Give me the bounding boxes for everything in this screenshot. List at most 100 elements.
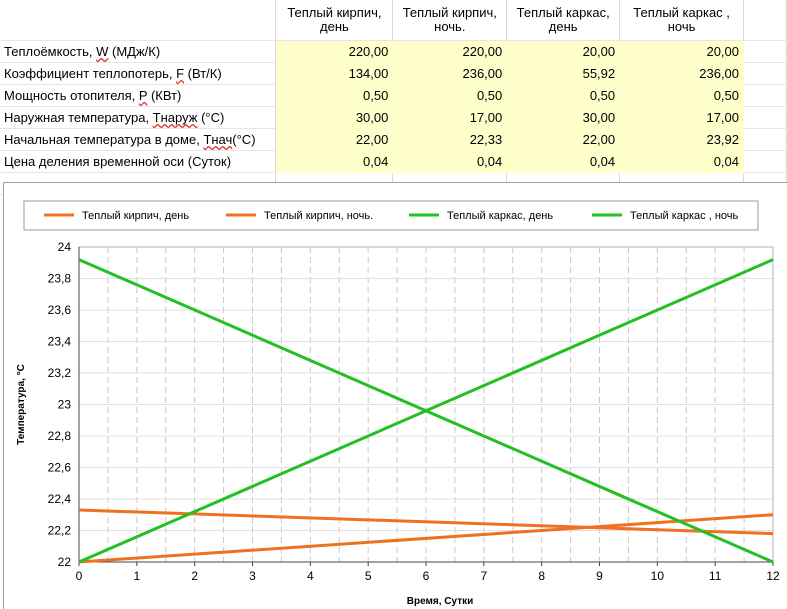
value-cell[interactable]: 22,33 [392, 128, 508, 151]
value-cell[interactable]: 0,50 [275, 84, 394, 107]
row-label[interactable]: Теплоёмкость, W (МДж/К) [0, 40, 277, 63]
empty-cell[interactable] [743, 40, 787, 63]
x-tick-label: 8 [538, 569, 545, 583]
x-axis-title: Время, Сутки [407, 596, 474, 607]
row-label[interactable]: Начальная температура в доме, Тнач(°С) [0, 128, 277, 151]
value-cell[interactable]: 0,04 [392, 150, 508, 173]
row-label-symbol: W [96, 44, 109, 59]
value-cell[interactable]: 0,50 [392, 84, 508, 107]
row-label-text: Начальная температура в доме, [4, 132, 204, 147]
value-cell[interactable]: 55,92 [506, 62, 621, 85]
legend-label: Теплый каркас , ночь [630, 210, 739, 222]
x-tick-label: 3 [249, 569, 256, 583]
x-tick-label: 6 [423, 569, 430, 583]
table-row: Наружная температура, Тнаруж (°С) 30,00 17… [0, 106, 787, 129]
value-cell[interactable]: 220,00 [392, 40, 508, 63]
column-header[interactable]: Теплый каркас , ночь [619, 0, 745, 41]
row-label-text: Коэффициент теплопотерь, [4, 66, 177, 81]
row-label-text: Мощность отопителя, [4, 88, 139, 103]
table-row: Начальная температура в доме, Тнач(°С) 22… [0, 128, 787, 151]
row-label-symbol: Тнаруж [152, 110, 198, 125]
x-tick-label: 4 [307, 569, 314, 583]
table-row: Мощность отопителя, P (КВт) 0,50 0,50 0,50 0… [0, 84, 787, 107]
value-cell[interactable]: 134,00 [275, 62, 394, 85]
table-row: Коэффициент теплопотерь, F (Вт/К) 134,00 2… [0, 62, 787, 85]
row-label-unit: (°С) [232, 132, 256, 147]
value-cell[interactable]: 17,00 [619, 106, 745, 129]
y-tick-label: 22,4 [48, 492, 72, 506]
y-tick-label: 23,8 [48, 272, 72, 286]
column-header[interactable]: Теплый кирпич, день [275, 0, 394, 41]
row-label-unit: (Вт/К) [184, 66, 222, 81]
temperature-chart: Теплый кирпич, день Теплый кирпич, ночь. Т… [3, 182, 787, 609]
header-blank-cell[interactable] [0, 0, 277, 41]
row-label-text: Наружная температура, [4, 110, 153, 125]
value-cell[interactable]: 0,50 [506, 84, 621, 107]
value-cell[interactable]: 220,00 [275, 40, 394, 63]
legend-label: Теплый кирпич, день [82, 210, 189, 222]
x-tick-label: 12 [766, 569, 780, 583]
table-row: Цена деления временной оси (Суток) 0,04 0,… [0, 150, 787, 173]
x-tick-label: 11 [709, 569, 722, 583]
parameters-table: Теплый кирпич, день Теплый кирпич, ночь. Теп… [0, 0, 787, 195]
empty-cell[interactable] [743, 84, 787, 107]
y-tick-label: 24 [58, 240, 72, 254]
y-tick-label: 22,8 [48, 429, 72, 443]
row-label-unit: (КВт) [147, 88, 182, 103]
x-tick-label: 5 [365, 569, 372, 583]
x-tick-label: 0 [76, 569, 83, 583]
x-tick-label: 10 [651, 569, 665, 583]
row-label[interactable]: Наружная температура, Тнаруж (°С) [0, 106, 277, 129]
series-line [78, 508, 774, 536]
value-cell[interactable]: 20,00 [619, 40, 745, 63]
row-label-symbol: P [138, 88, 148, 103]
value-cell[interactable]: 30,00 [506, 106, 621, 129]
legend-box [23, 200, 759, 231]
value-cell[interactable]: 236,00 [392, 62, 508, 85]
x-tick-label: 7 [480, 569, 487, 583]
y-tick-label: 23,4 [48, 335, 72, 349]
y-tick-label: 23,2 [48, 366, 72, 380]
legend-label: Теплый каркас, день [447, 210, 553, 222]
empty-cell[interactable] [743, 106, 787, 129]
value-cell[interactable]: 0,04 [506, 150, 621, 173]
column-header[interactable]: Теплый каркас, день [506, 0, 621, 41]
value-cell[interactable]: 22,00 [506, 128, 621, 151]
series-line [78, 513, 774, 564]
row-label-unit: (°С) [197, 110, 225, 125]
value-cell[interactable]: 0,04 [275, 150, 394, 173]
y-tick-label: 22 [58, 555, 72, 569]
value-cell[interactable]: 236,00 [619, 62, 745, 85]
legend-label: Теплый кирпич, ночь. [264, 210, 373, 222]
value-cell[interactable]: 17,00 [392, 106, 508, 129]
y-tick-label: 23,6 [48, 303, 72, 317]
value-cell[interactable]: 0,04 [619, 150, 745, 173]
value-cell[interactable]: 30,00 [275, 106, 394, 129]
y-axis-title: Температура, °С [16, 364, 27, 445]
x-tick-label: 1 [133, 569, 140, 583]
empty-cell[interactable] [743, 128, 787, 151]
value-cell[interactable]: 0,50 [619, 84, 745, 107]
table-header-row: Теплый кирпич, день Теплый кирпич, ночь. Теп… [0, 0, 787, 41]
y-tick-label: 22,2 [48, 524, 72, 538]
value-cell[interactable]: 20,00 [506, 40, 621, 63]
empty-cell[interactable] [743, 0, 787, 41]
series-line [78, 258, 774, 564]
row-label[interactable]: Коэффициент теплопотерь, F (Вт/К) [0, 62, 277, 85]
row-label-text: Цена деления временной оси (Суток) [4, 154, 232, 169]
row-label[interactable]: Мощность отопителя, P (КВт) [0, 84, 277, 107]
empty-cell[interactable] [743, 62, 787, 85]
row-label-symbol: Тнач [203, 132, 233, 147]
y-tick-label: 22,6 [48, 461, 72, 475]
chart-canvas: Теплый кирпич, день Теплый кирпич, ночь. Т… [16, 200, 780, 607]
value-cell[interactable]: 22,00 [275, 128, 394, 151]
empty-cell[interactable] [743, 150, 787, 173]
row-label[interactable]: Цена деления временной оси (Суток) [0, 150, 277, 173]
value-cell[interactable]: 23,92 [619, 128, 745, 151]
x-tick-label: 2 [191, 569, 198, 583]
column-header[interactable]: Теплый кирпич, ночь. [392, 0, 508, 41]
table-row: Теплоёмкость, W (МДж/К) 220,00 220,00 20,00… [0, 40, 787, 63]
row-label-text: Теплоёмкость, [4, 44, 97, 59]
row-label-symbol: F [176, 66, 185, 81]
y-tick-label: 23 [58, 398, 72, 412]
